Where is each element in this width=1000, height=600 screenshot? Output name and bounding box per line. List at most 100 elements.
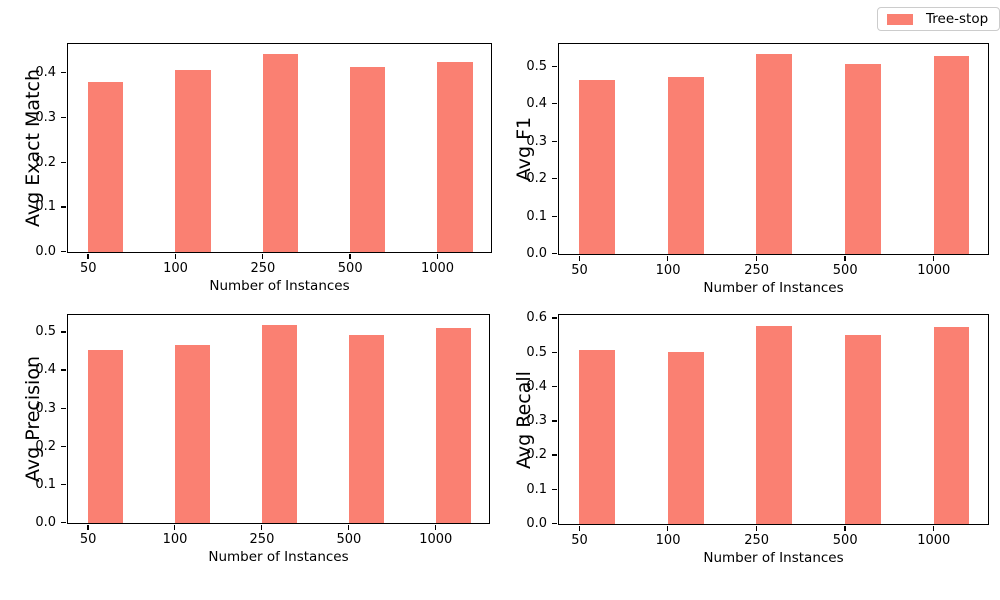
x-tick-label: 250 [249, 532, 275, 547]
x-tick-label: 1000 [419, 532, 453, 547]
bar-250 [756, 54, 793, 254]
bar-500 [349, 66, 386, 252]
x-tick-label: 100 [163, 261, 188, 276]
y-tick-mark [552, 523, 558, 525]
y-tick-label: 0.5 [526, 58, 547, 74]
y-tick-mark [61, 407, 67, 409]
x-tick-mark [844, 255, 846, 261]
legend-swatch [887, 13, 913, 25]
x-tick-mark [932, 525, 935, 531]
bar-100 [174, 345, 210, 523]
subplot-avg-precision: 0.0 0.1 0.2 0.3 0.4 0.5 50 100 250 500 1000 Avg Pre… [22, 314, 490, 565]
y-tick-label: 0.4 [526, 95, 547, 111]
bar-500 [844, 334, 881, 524]
x-tick-label: 50 [79, 532, 97, 547]
y-tick-mark [552, 317, 558, 319]
x-tick-label: 500 [336, 532, 362, 547]
y-tick-label: 0.2 [526, 171, 547, 186]
y-tick-mark [552, 488, 558, 491]
x-tick-mark [932, 255, 935, 261]
y-tick-mark [61, 369, 67, 371]
bar-1000 [933, 56, 970, 254]
y-tick-mark [61, 161, 67, 163]
y-tick-label: 0.3 [35, 400, 56, 416]
y-tick-label: 0.0 [526, 516, 547, 531]
y-tick-label: 0.1 [526, 481, 547, 497]
bar-100 [175, 69, 211, 252]
x-tick-label: 100 [655, 263, 681, 278]
x-tick-mark [260, 524, 263, 530]
x-tick-mark [755, 255, 758, 261]
x-tick-label: 250 [744, 263, 770, 278]
x-tick-mark [347, 524, 350, 530]
x-axis-label: Number of Instances [208, 549, 349, 565]
x-tick-mark [436, 253, 438, 259]
bar-50 [579, 79, 616, 254]
bar-250 [261, 325, 297, 523]
x-tick-mark [578, 525, 580, 531]
bar-250 [756, 325, 793, 524]
y-axis-label: Avg Recall [513, 370, 535, 469]
y-tick-mark [61, 206, 67, 208]
bar-250 [262, 53, 298, 252]
y-tick-label: 0.0 [35, 515, 56, 530]
x-tick-label: 250 [250, 261, 276, 276]
y-axis-label: Avg Exact Match [22, 68, 44, 228]
legend-label: Tree-stop [926, 11, 989, 27]
x-tick-label: 500 [337, 261, 363, 276]
x-axis-label: Number of Instances [209, 278, 350, 294]
bar-50 [579, 350, 616, 524]
y-tick-label: 0.0 [35, 244, 56, 259]
y-tick-mark [552, 351, 558, 354]
x-axis-label: Number of Instances [703, 280, 844, 296]
x-tick-mark [349, 253, 351, 259]
x-tick-label: 100 [162, 532, 188, 547]
x-tick-mark [667, 525, 669, 531]
y-tick-label: 0.3 [526, 133, 547, 149]
y-tick-mark [552, 253, 558, 255]
y-tick-mark [61, 331, 67, 333]
y-tick-mark [552, 102, 558, 105]
x-tick-mark [755, 525, 758, 531]
y-tick-mark [61, 116, 67, 119]
x-tick-mark [434, 524, 437, 530]
y-tick-mark [61, 483, 67, 486]
y-tick-mark [552, 140, 558, 142]
y-tick-label: 0.2 [35, 154, 56, 170]
x-tick-label: 1000 [420, 261, 455, 276]
y-tick-mark [552, 65, 558, 67]
x-tick-mark [174, 524, 176, 530]
bar-100 [667, 351, 704, 524]
x-tick-mark [261, 253, 264, 259]
y-tick-label: 0.1 [526, 208, 547, 224]
y-tick-label: 0.3 [526, 413, 547, 429]
y-tick-label: 0.3 [35, 109, 56, 125]
subplot-avg-f1: 0.0 0.1 0.2 0.3 0.4 0.5 50 100 250 500 1000 Avg F1 N… [513, 43, 989, 296]
y-tick-label: 0.4 [35, 362, 56, 378]
x-tick-mark [174, 253, 176, 259]
x-axis-label: Number of Instances [703, 550, 844, 566]
x-tick-mark [87, 524, 89, 530]
bar-1000 [437, 62, 473, 252]
bar-500 [348, 335, 384, 523]
x-tick-label: 50 [79, 261, 97, 276]
y-tick-label: 0.6 [526, 310, 547, 326]
y-tick-mark [61, 72, 67, 74]
y-tick-mark [552, 420, 558, 422]
subplot-avg-recall: 0.0 0.1 0.2 0.3 0.4 0.5 0.6 50 100 250 500 1000 Avg … [513, 310, 989, 566]
y-tick-mark [552, 215, 558, 217]
y-axis-label: Avg F1 [513, 116, 535, 182]
x-tick-label: 1000 [917, 533, 951, 548]
bar-100 [667, 76, 704, 254]
y-tick-label: 0.2 [526, 447, 547, 463]
x-tick-label: 50 [571, 263, 588, 278]
y-tick-mark [552, 454, 558, 456]
subplot-avg-exact-match: 0.0 0.1 0.2 0.3 0.4 50 100 250 500 1000 Avg Exact … [22, 43, 492, 294]
bar-500 [844, 64, 881, 254]
y-tick-mark [61, 251, 67, 253]
y-tick-label: 0.5 [526, 344, 547, 360]
y-tick-mark [61, 522, 67, 524]
y-tick-label: 0.1 [35, 476, 56, 492]
y-tick-label: 0.5 [35, 324, 56, 340]
y-axis-label: Avg Precision [22, 355, 44, 483]
